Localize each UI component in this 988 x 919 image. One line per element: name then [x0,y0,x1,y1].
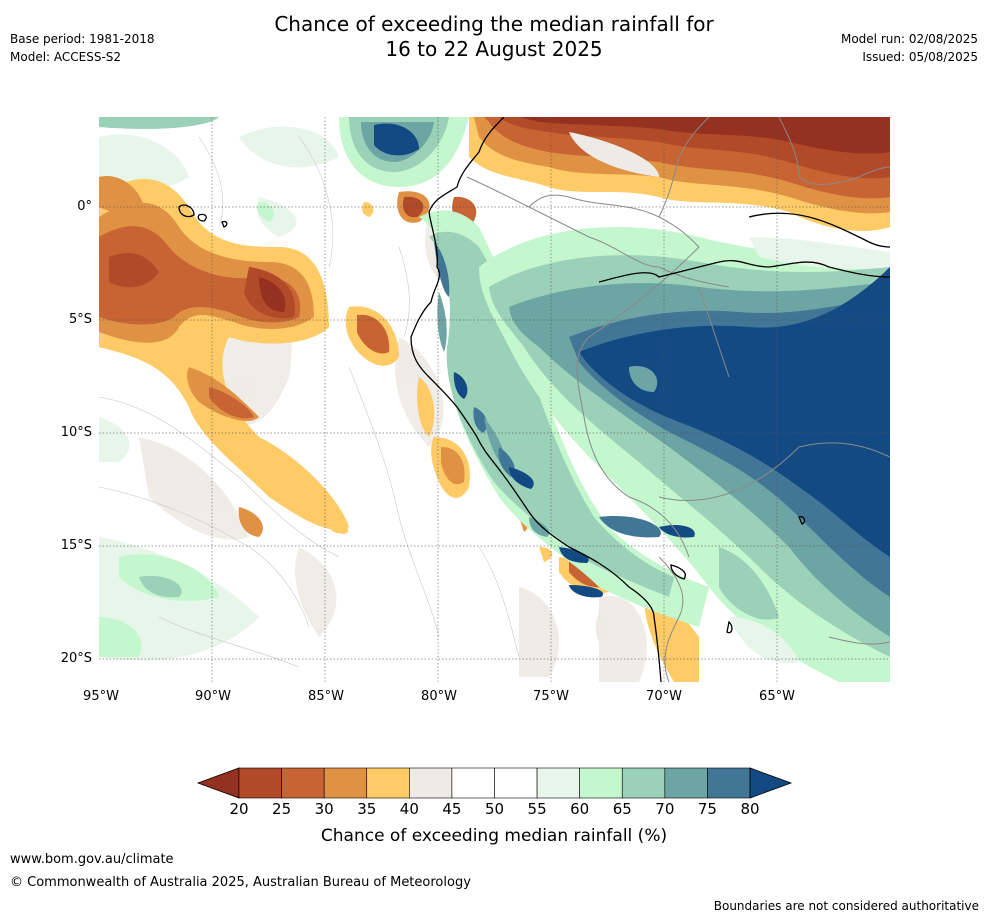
contour-lines [99,136,520,668]
colorbar-tick-label: 35 [357,800,377,818]
title-line-2: 16 to 22 August 2025 [385,37,603,61]
lat-label-5s: 5°S [68,312,92,327]
colorbar-segment [536,767,580,799]
colorbar-ticks: 20 25 30 35 40 45 50 55 60 65 70 75 80 [0,800,988,822]
lon-label-90w: 90°W [195,689,231,704]
peru-coastal-wet [419,210,709,627]
wet-green-areas [99,202,275,657]
colorbar-extend-low [196,767,240,799]
footer-url[interactable]: www.bom.gov.au/climate [10,852,174,867]
lat-label-20s: 20°S [60,651,92,666]
colorbar-tick-label: 40 [399,800,419,818]
colorbar-segment [366,767,410,799]
lat-label-0: 0° [77,199,92,214]
colorbar-segment [238,767,282,799]
lon-label-75w: 75°W [533,689,569,704]
peru-offshore-dry [345,306,699,682]
colorbar-tick-label: 25 [272,800,292,818]
forecast-map [99,117,890,682]
colorbar-tick-label: 20 [229,800,249,818]
colorbar-tick-label: 55 [527,800,547,818]
wet-teal-ocean [99,117,219,598]
meta-right: Model run: 02/08/2025 Issued: 05/08/2025 [841,30,978,66]
colorbar-tick-label: 65 [612,800,632,818]
colorbar-tick-label: 30 [314,800,334,818]
graticule [99,117,890,682]
model-run: Model run: 02/08/2025 [840,32,978,46]
colorbar-segment [409,767,453,799]
lon-label-80w: 80°W [421,689,457,704]
coastline [178,117,890,682]
country-borders [466,117,890,682]
amazon-wet-region [479,227,890,682]
lon-label-95w: 95°W [83,689,119,704]
colorbar-segment [579,767,623,799]
title-line-1: Chance of exceeding the median rainfall … [274,12,714,36]
colorbar-tick-label: 60 [570,800,590,818]
colorbar-tick-label: 70 [655,800,675,818]
map-svg [99,117,890,682]
lon-label-70w: 70°W [646,689,682,704]
lon-label-65w: 65°W [759,689,795,704]
northwest-wet-blob [339,117,469,187]
issued-date: Issued: 05/08/2025 [862,50,978,64]
northeast-dry-region [469,117,890,232]
colorbar-segment [323,767,368,799]
lat-label-10s: 10°S [60,425,92,440]
colorbar-segment [451,767,495,799]
colorbar-extend-high [749,767,793,799]
western-dry-band [99,176,349,537]
map-title: Chance of exceeding the median rainfall … [0,12,988,62]
colorbar-title: Chance of exceeding median rainfall (%) [320,826,668,846]
colorbar-tick-label: 45 [442,800,462,818]
colorbar-segment [664,767,708,799]
colorbar-segment [621,767,666,799]
colorbar-segment [494,767,538,799]
colorbar-tick-label: 80 [740,800,760,818]
base-period: Base period: 1981-2018 [10,32,155,46]
lon-label-85w: 85°W [308,689,344,704]
lat-label-15s: 15°S [60,538,92,553]
model-name: Model: ACCESS-S2 [10,50,122,64]
colorbar-segment [707,767,751,799]
colorbar-tick-label: 75 [697,800,717,818]
copyright-text: © Commonwealth of Australia 2025, Austra… [10,875,471,890]
colorbar-tick-label: 50 [484,800,505,818]
disclaimer-text: Boundaries are not considered authoritat… [713,899,979,913]
colorbar-segment [281,767,325,799]
meta-left: Base period: 1981-2018 Model: ACCESS-S2 [10,30,155,66]
